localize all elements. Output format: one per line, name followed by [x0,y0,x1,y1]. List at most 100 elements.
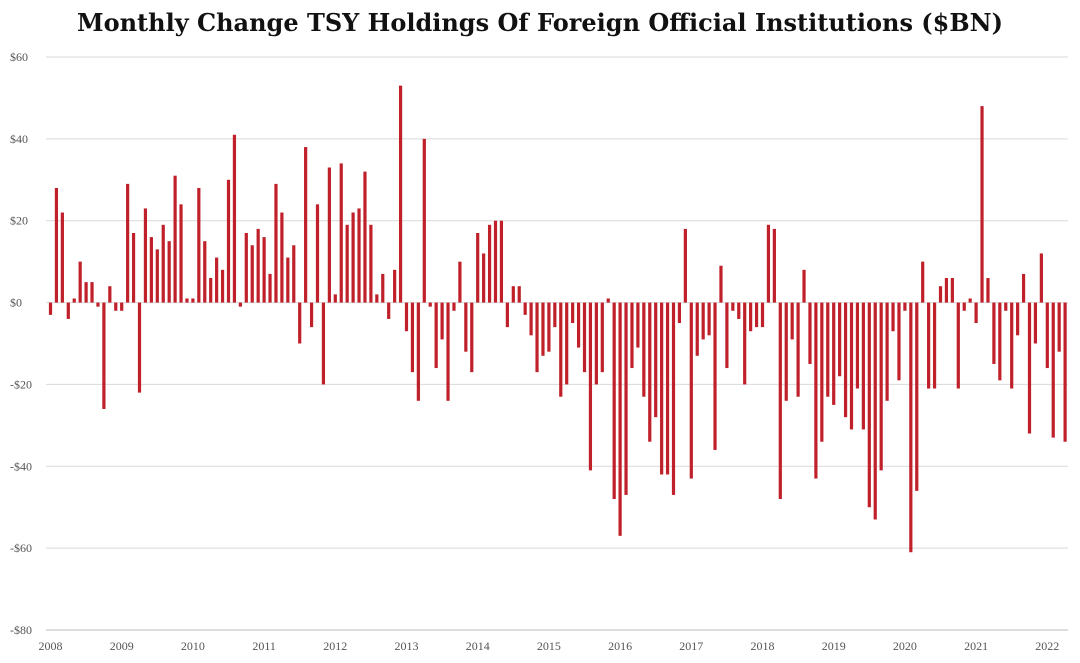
bar [250,245,254,303]
bar [891,302,895,332]
gridlines [46,56,1068,631]
bar [351,212,355,303]
bar [683,228,687,303]
x-tick-label: 2015 [537,639,561,653]
bar [487,224,492,303]
bar [108,286,112,303]
bar [84,282,88,303]
bar [357,208,361,303]
bar [232,134,237,303]
x-tick-label: 2018 [751,639,775,653]
x-tick-label: 2022 [1035,639,1059,653]
bar [1033,302,1038,344]
bar [559,302,563,397]
bar [731,302,735,311]
bar [790,302,794,340]
bar [695,302,699,356]
bar [867,302,871,508]
bar [529,302,533,336]
bar [464,302,468,352]
y-tick-label: $20 [10,214,28,228]
y-tick-label: $40 [10,132,28,146]
bar [114,302,118,311]
bar [197,187,201,303]
bar [796,302,800,397]
bar [345,224,349,303]
bar [286,257,290,303]
bar [944,278,949,303]
bar [642,302,646,397]
bar [677,302,682,324]
bar [826,302,830,397]
bar [262,237,266,303]
bar [808,302,812,364]
bar [209,278,213,303]
x-tick-label: 2019 [822,639,846,653]
x-tick-label: 2020 [893,639,917,653]
bar [1004,302,1008,311]
bar [749,302,753,332]
bar [885,302,889,401]
bar [986,278,990,303]
bar [879,302,883,471]
bar [292,245,296,303]
y-tick-label: -$60 [10,541,32,555]
bar [167,241,171,303]
bar [458,261,462,303]
bar [493,220,498,303]
bar [713,302,717,450]
x-tick-label: 2009 [110,639,134,653]
y-tick-label: -$20 [10,377,32,391]
bar [422,138,426,303]
bar [743,302,747,385]
bar [244,232,248,303]
x-tick-label: 2011 [252,639,276,653]
bar [665,302,670,475]
bar [161,224,165,303]
bar [131,232,136,303]
bar [149,237,153,303]
bar [185,298,189,303]
bar [96,302,100,307]
bar [1063,302,1067,442]
bar [155,249,159,303]
bar [630,302,634,369]
bar [968,298,972,303]
bar-series [48,85,1067,553]
bar [814,302,818,479]
x-tick-label: 2017 [679,639,703,653]
bar [600,302,604,373]
bar [428,302,432,307]
bar [268,273,272,303]
x-tick-label: 2016 [608,639,632,653]
bar [381,273,385,303]
bar [333,294,337,303]
x-tick-label: 2012 [323,639,347,653]
bar [476,232,480,303]
bar [654,302,658,418]
bar [226,179,231,303]
bar [339,163,343,303]
bar [102,302,106,409]
bar [588,302,593,471]
x-tick-label: 2021 [964,639,988,653]
bar [897,302,901,381]
bar [624,302,628,495]
bar [1057,302,1061,352]
bar [54,187,59,303]
bar [980,106,984,303]
bar [606,298,610,303]
bar [203,241,207,303]
bar [410,302,415,373]
bar [915,302,919,491]
bar [238,302,242,307]
bar [660,302,664,475]
bar [369,224,373,303]
bar [446,302,450,401]
bar [689,302,693,479]
y-tick-label: -$80 [10,623,32,637]
y-axis-tick-labels: $60 $40 $20 $0 -$20 -$40 -$60 -$80 [10,50,32,637]
bar [72,298,76,303]
bar [802,269,806,303]
